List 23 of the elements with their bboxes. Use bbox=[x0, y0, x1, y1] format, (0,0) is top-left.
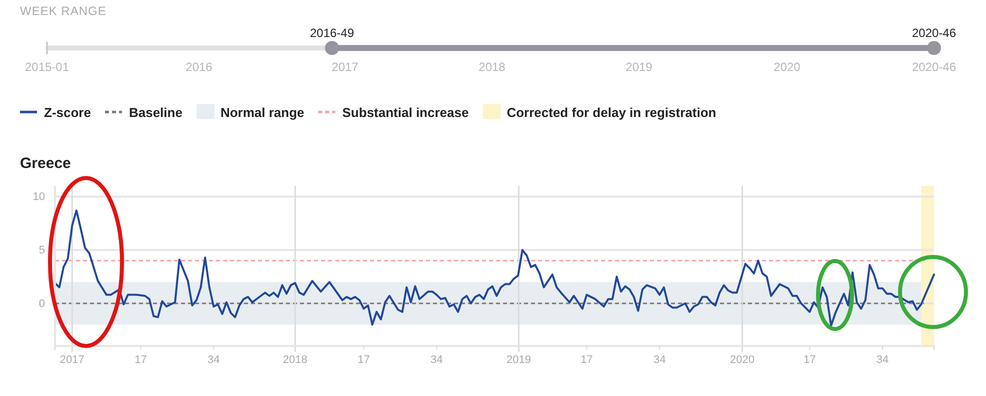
week-range-slider: WEEK RANGE 2015-01 2016 2017 2018 2019 2020 2020-46 2016-49 2020-46 bbox=[20, 4, 956, 74]
x-tick-label: 34 bbox=[430, 354, 443, 366]
x-tick-label: 17 bbox=[134, 354, 147, 366]
x-tick-label: 17 bbox=[804, 354, 816, 366]
y-tick-label: 0 bbox=[38, 298, 45, 310]
x-tick-label: 2019 bbox=[506, 354, 531, 366]
x-tick-label: 17 bbox=[580, 354, 593, 366]
chart-title: Greece bbox=[20, 155, 71, 172]
y-tick-label: 10 bbox=[32, 191, 45, 204]
line-series bbox=[54, 210, 935, 327]
y-tick-label: 5 bbox=[38, 244, 45, 257]
x-tick-label: 17 bbox=[358, 354, 370, 366]
legend-label: Corrected for delay in registration bbox=[506, 105, 716, 120]
legend-label: Z-score bbox=[44, 105, 91, 120]
x-tick-label: 2017 bbox=[60, 354, 84, 366]
x-tick-label: 34 bbox=[208, 354, 220, 366]
x-tick-label: 2020 bbox=[730, 354, 755, 366]
x-tick-label: 34 bbox=[653, 354, 666, 366]
x-tick-label: 34 bbox=[876, 354, 889, 366]
legend-label: Substantial increase bbox=[342, 105, 469, 120]
legend-label: Normal range bbox=[220, 105, 304, 120]
x-tick-label: 2018 bbox=[282, 354, 308, 366]
legend-label: Baseline bbox=[128, 105, 182, 120]
